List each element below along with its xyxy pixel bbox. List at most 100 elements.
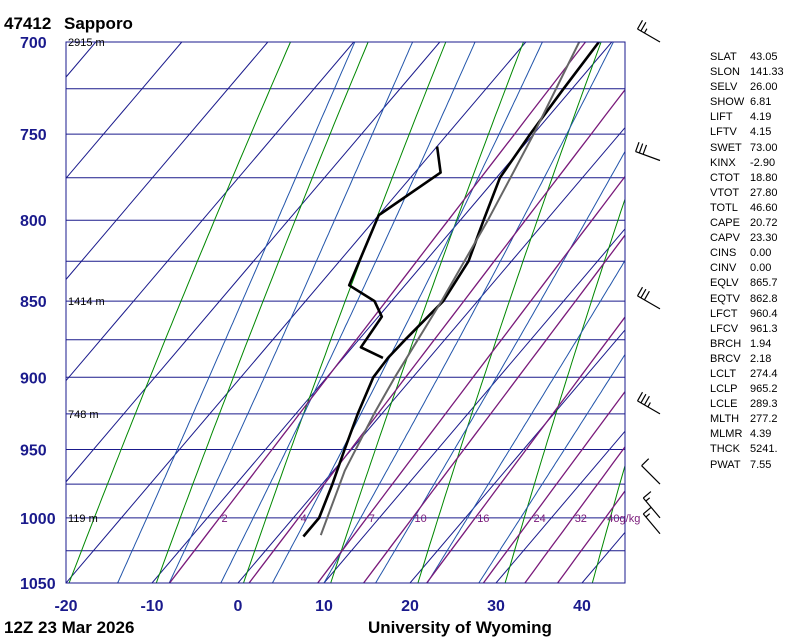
index-key: SLAT <box>710 51 737 63</box>
barb-half-flag <box>645 497 651 502</box>
moist-adiabat <box>426 259 625 583</box>
barb-flag <box>636 286 644 297</box>
wind-barbs <box>635 20 661 535</box>
pressure-tick-label: 1050 <box>20 576 56 593</box>
moist-adiabat <box>271 42 543 583</box>
index-value: 1.94 <box>750 337 772 350</box>
barb-half-flag <box>647 402 651 408</box>
isotherm-line <box>66 42 527 583</box>
mixing-ratio-line <box>482 390 625 583</box>
index-value: 961.3 <box>750 322 778 335</box>
barb-flag <box>636 20 644 30</box>
dry-adiabat <box>417 42 602 583</box>
index-value: 20.72 <box>750 217 778 230</box>
index-row: SELV 26.00 <box>710 80 784 95</box>
index-key: CINV <box>710 262 737 275</box>
index-value: 0.00 <box>750 262 772 275</box>
index-value: 26.00 <box>750 81 778 94</box>
index-value: 43.05 <box>750 51 778 63</box>
pressure-tick-label: 750 <box>20 127 47 144</box>
index-key: LCLT <box>710 367 737 380</box>
barb-flag <box>635 141 640 152</box>
index-key: LCLE <box>710 398 738 411</box>
index-value: 289.3 <box>750 398 778 411</box>
index-key: MLMR <box>710 428 743 441</box>
isotherm-line <box>66 42 183 180</box>
index-value: 27.80 <box>750 186 778 199</box>
index-row: MLMR 4.39 <box>710 427 784 442</box>
index-row: EQTV 862.8 <box>710 292 784 307</box>
barb-flag <box>642 491 652 499</box>
index-row: SLON 141.33 <box>710 65 784 80</box>
barb-flag <box>643 395 650 406</box>
barb-half-flag <box>645 513 651 518</box>
dry-adiabat <box>243 42 447 583</box>
pressure-tick-label: 900 <box>20 370 47 387</box>
index-key: CTOT <box>710 171 740 184</box>
barb-flag <box>636 391 644 402</box>
footer-source: University of Wyoming <box>368 618 552 637</box>
index-value: 18.80 <box>750 171 778 184</box>
isotherm-line <box>323 228 625 583</box>
index-value: 46.60 <box>750 201 778 214</box>
station-id: 47412 <box>4 14 51 33</box>
mixing-ratio-line <box>248 88 625 583</box>
station-name: Sapporo <box>64 14 133 33</box>
dewpoint-profile <box>347 146 442 360</box>
index-key: CAPV <box>710 232 740 245</box>
index-row: CAPE 20.72 <box>710 216 784 231</box>
sounding-indices: SLAT 43.05 SLON 141.33 SELV 26.00 SHOW 6.81 LIFT… <box>710 50 784 473</box>
pressure-tick-label: 850 <box>20 294 47 311</box>
pressure-tick-label: 1000 <box>20 511 56 528</box>
index-value: 23.30 <box>750 232 778 245</box>
temperature-tick-label: 10 <box>315 598 333 615</box>
barb-flag <box>641 458 650 467</box>
barb-flag <box>640 22 647 32</box>
index-key: CINS <box>710 247 737 260</box>
moist-adiabat <box>220 42 476 583</box>
moist-adiabat <box>478 353 625 583</box>
temperature-tick-label: 20 <box>401 598 419 615</box>
index-row: TOTL 46.60 <box>710 201 784 216</box>
mixing-ratio-line <box>557 489 625 583</box>
wind-barb <box>636 20 661 43</box>
index-value: 965.2 <box>750 383 778 396</box>
pressure-tick-label: 950 <box>20 443 47 460</box>
isotherm-line <box>66 42 355 382</box>
pressure-tick-label: 700 <box>20 35 47 52</box>
wind-barb <box>641 458 661 485</box>
index-row: PWAT 7.55 <box>710 458 784 473</box>
index-value: 4.19 <box>750 111 772 124</box>
index-key: KINX <box>710 156 736 169</box>
mixing-ratio-label: 32 <box>575 513 587 525</box>
index-key: SHOW <box>710 96 745 109</box>
index-key: VTOT <box>710 186 740 199</box>
wind-barb <box>642 491 661 519</box>
index-key: BRCV <box>710 352 741 365</box>
barb-flag <box>643 290 650 301</box>
temperature-tick-label: 0 <box>234 598 243 615</box>
footer-time: 12Z 23 Mar 2026 <box>4 618 134 637</box>
index-row: THCK 5241. <box>710 442 784 457</box>
isotherm-line <box>66 42 97 78</box>
height-label: 119 m <box>68 513 98 525</box>
mixing-ratio-line <box>363 234 625 583</box>
barb-half-flag <box>643 28 648 34</box>
index-row: EQLV 865.7 <box>710 276 784 291</box>
dry-adiabat <box>155 42 369 583</box>
label-layer: 700 750 800 850 900 950 1000 1050 -20 -10 0 10 20 30 4… <box>20 35 640 615</box>
isotherm-line <box>66 42 269 281</box>
index-value: 4.39 <box>750 428 772 441</box>
index-key: BRCH <box>710 337 742 350</box>
index-row: SWET 73.00 <box>710 141 784 156</box>
mixing-ratio-line <box>426 316 625 583</box>
isotherm-line <box>495 430 625 583</box>
isotherm-line <box>66 42 441 483</box>
index-row: LFCT 960.4 <box>710 307 784 322</box>
index-key: THCK <box>710 443 740 456</box>
index-row: LFCV 961.3 <box>710 322 784 337</box>
index-key: EQTV <box>710 292 740 305</box>
wind-barb <box>642 507 661 535</box>
temperature-tick-label: -10 <box>140 598 163 615</box>
